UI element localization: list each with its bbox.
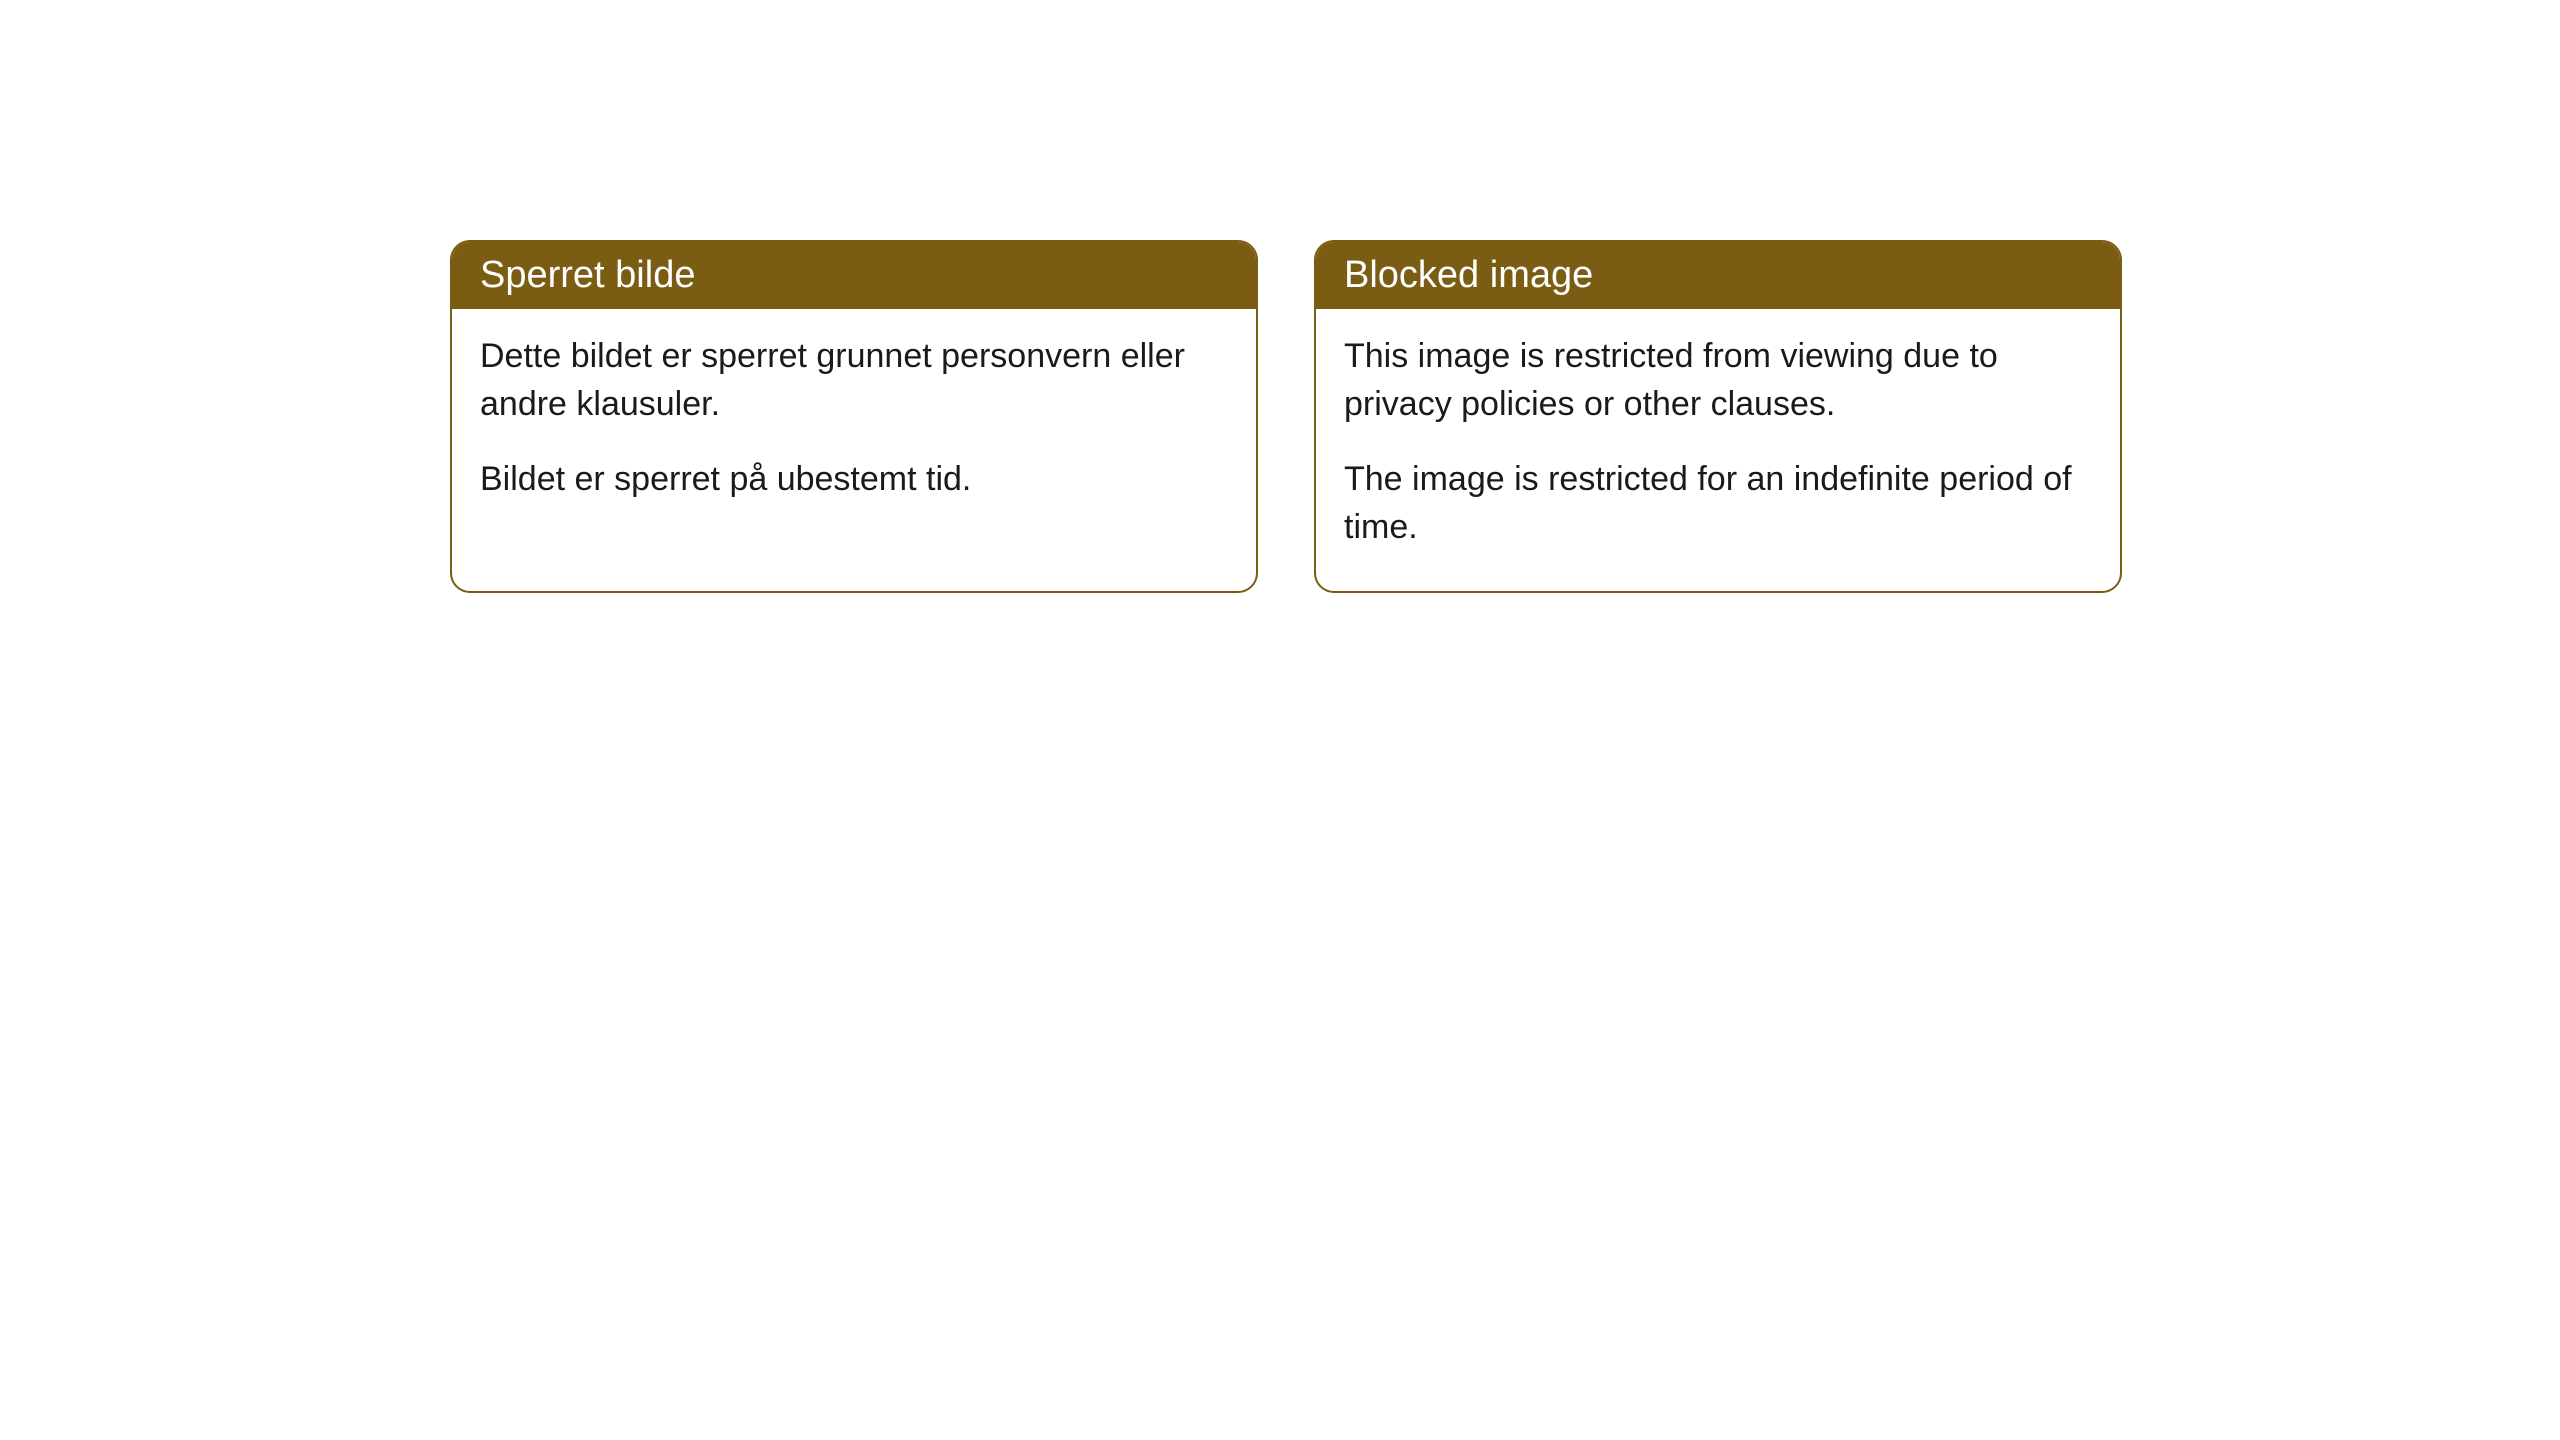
notice-title: Sperret bilde [480,254,695,296]
notice-body: This image is restricted from viewing du… [1316,309,2120,591]
notice-card-norwegian: Sperret bilde Dette bildet er sperret gr… [450,240,1258,593]
notice-card-english: Blocked image This image is restricted f… [1314,240,2122,593]
notice-paragraph: The image is restricted for an indefinit… [1344,456,2092,551]
notice-paragraph: Bildet er sperret på ubestemt tid. [480,456,1228,504]
notice-header: Blocked image [1316,242,2120,309]
notice-header: Sperret bilde [452,242,1256,309]
notice-container: Sperret bilde Dette bildet er sperret gr… [0,0,2560,593]
notice-title: Blocked image [1344,254,1593,296]
notice-paragraph: This image is restricted from viewing du… [1344,333,2092,428]
notice-body: Dette bildet er sperret grunnet personve… [452,309,1256,544]
notice-paragraph: Dette bildet er sperret grunnet personve… [480,333,1228,428]
